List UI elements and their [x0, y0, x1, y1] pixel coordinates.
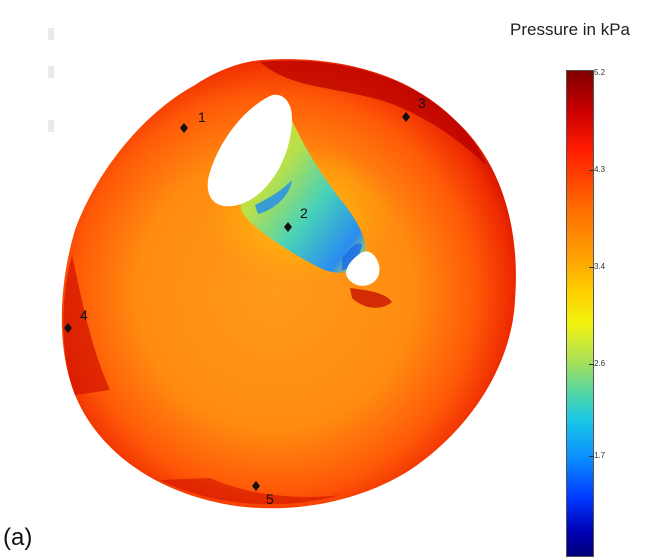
marker-3: 3 — [402, 95, 426, 122]
marker-2: 2 — [284, 205, 308, 232]
colorbar-tick: 5.2 — [588, 68, 606, 77]
colorbar-tick: 2.6 — [588, 359, 606, 368]
marker-4: 4 — [64, 307, 88, 333]
diamond-marker-icon — [284, 222, 292, 232]
rim-dark-left — [63, 255, 110, 395]
marker-label: 2 — [300, 205, 308, 221]
faint-mark — [48, 120, 54, 132]
hot-spot — [350, 288, 392, 308]
marker-label: 4 — [80, 307, 88, 323]
colorbar-title: Pressure in kPa — [510, 20, 630, 39]
rim-dark-top — [260, 60, 486, 165]
hole-upper — [207, 94, 292, 207]
marker-label: 1 — [198, 109, 206, 125]
panel-label: (a) — [3, 524, 33, 551]
marker-label: 5 — [266, 491, 274, 507]
faint-mark — [48, 66, 54, 78]
pressure-disc — [61, 59, 516, 509]
diamond-marker-icon — [64, 323, 72, 333]
blue-patch — [255, 180, 292, 214]
marker-5: 5 — [252, 481, 274, 507]
colorbar-tick: 4.3 — [588, 165, 606, 174]
faint-mark — [48, 28, 54, 40]
hole-lower — [346, 251, 380, 286]
colorbar — [566, 70, 594, 557]
colorbar-tick: 3.4 — [588, 262, 606, 271]
colorbar-tick: 1.7 — [588, 451, 606, 460]
blue-patch — [342, 243, 362, 270]
diamond-marker-icon — [180, 123, 188, 133]
marker-1: 1 — [180, 109, 206, 133]
diamond-marker-icon — [252, 481, 260, 491]
diamond-marker-icon — [402, 112, 410, 122]
marker-label: 3 — [418, 95, 426, 111]
cool-zone — [240, 105, 367, 273]
rim-dark-bottom — [160, 478, 340, 505]
